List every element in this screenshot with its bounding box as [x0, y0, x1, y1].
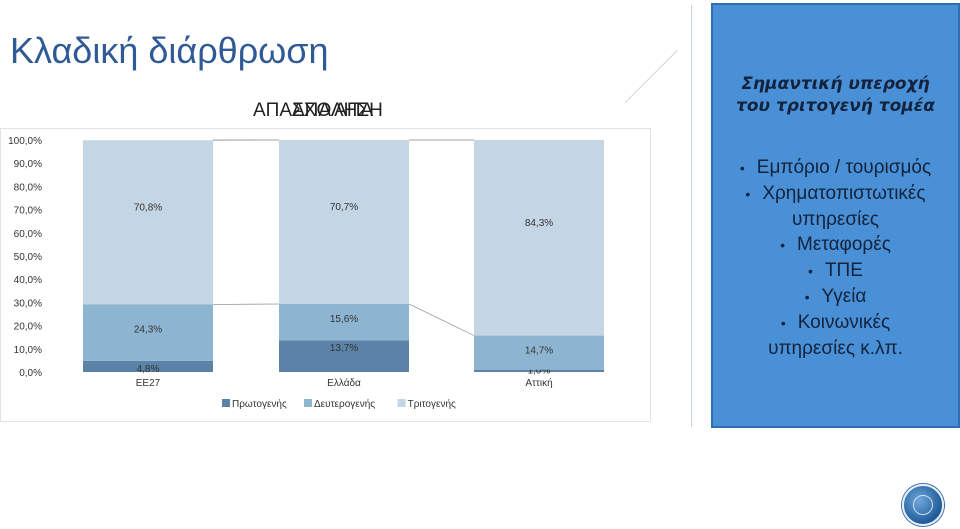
- data-label: 15,6%: [330, 314, 358, 325]
- category-label: ΕΕ27: [136, 378, 161, 389]
- series-connector-line: [408, 303, 475, 336]
- stacked-bar-chart: 0,0% 10,0% 20,0% 30,0% 40,0% 50,0% 60,0% 70,0% 8…: [8, 136, 604, 410]
- legend-swatch: [304, 399, 312, 407]
- legend-label: Δευτερογενής: [314, 398, 375, 410]
- panel-bullet-item: υπηρεσίες: [792, 209, 879, 230]
- legend-label: Τριτογενής: [408, 398, 456, 410]
- y-tick-label: 30,0%: [14, 298, 42, 309]
- data-label: 1,0%: [528, 366, 551, 377]
- y-tick-label: 100,0%: [8, 136, 42, 147]
- panel-heading-line-1: Σημαντική υπεροχή: [741, 74, 930, 94]
- legend-swatch: [397, 399, 406, 407]
- decorative-diagonal: [624, 50, 678, 104]
- panel-heading: Σημαντική υπεροχή του τριτογενή τομέα: [713, 73, 958, 117]
- slide-title: Κλαδική διάρθρωση: [10, 30, 329, 71]
- divider-line: [691, 5, 692, 427]
- logo-badge-icon: [902, 484, 944, 526]
- info-panel: Σημαντική υπεροχή του τριτογενή τομέα Εμ…: [711, 3, 960, 428]
- panel-bullet-item: Κοινωνικές: [713, 310, 958, 336]
- panel-bullet-item: Υγεία: [713, 284, 958, 310]
- panel-heading-line-2: του τριτογενή τομέα: [736, 96, 935, 116]
- bar-segment: [279, 340, 409, 372]
- y-tick-label: 10,0%: [14, 345, 42, 356]
- panel-bullet-item: ΤΠΕ: [713, 258, 958, 284]
- bar-segment: [474, 140, 604, 336]
- chart-title-overlap-text: ΑΠΑ ΑΠΑ: [292, 100, 374, 121]
- chart-title-text: ΑΠΑΣΧΟΛΗΣΗ: [253, 100, 383, 121]
- data-label: 13,7%: [330, 343, 358, 354]
- y-tick-label: 40,0%: [14, 275, 42, 286]
- bar-segment: [279, 140, 409, 305]
- data-label: 84,3%: [525, 218, 553, 229]
- panel-bullet-item: Χρηματοπιστωτικές: [713, 181, 958, 207]
- data-label: 70,8%: [134, 202, 162, 213]
- panel-bullet-item: Εμπόριο / τουρισμός: [713, 155, 958, 181]
- y-tick-label: 90,0%: [14, 159, 42, 170]
- y-tick-label: 70,0%: [14, 206, 42, 217]
- bar-segment: [83, 360, 213, 372]
- data-label: 70,7%: [330, 202, 358, 213]
- bar-segment: [279, 304, 409, 341]
- category-label: Αττική: [525, 377, 552, 389]
- data-label: 14,7%: [525, 346, 553, 357]
- data-label: 24,3%: [134, 324, 162, 335]
- category-label: Ελλάδα: [327, 377, 361, 389]
- chart-frame: [0, 128, 651, 422]
- data-label: 4,8%: [137, 364, 160, 375]
- y-tick-label: 50,0%: [14, 252, 42, 263]
- legend-swatch: [222, 399, 230, 407]
- panel-bullet-item: Μεταφορές: [713, 232, 958, 258]
- y-tick-label: 0,0%: [19, 368, 42, 379]
- panel-bullet-item: υπηρεσίες κ.λπ.: [768, 338, 903, 359]
- y-tick-label: 60,0%: [14, 229, 42, 240]
- y-tick-label: 20,0%: [14, 322, 42, 333]
- y-tick-label: 80,0%: [14, 182, 42, 193]
- bar-segment: [474, 335, 604, 370]
- bullet-list: Εμπόριο / τουρισμόςΧρηματοπιστωτικέςυπηρ…: [713, 155, 958, 361]
- bar-segment: [474, 369, 604, 372]
- bar-segment: [83, 140, 213, 305]
- legend-label: Πρωτογενής: [232, 398, 287, 410]
- bar-segment: [83, 304, 213, 361]
